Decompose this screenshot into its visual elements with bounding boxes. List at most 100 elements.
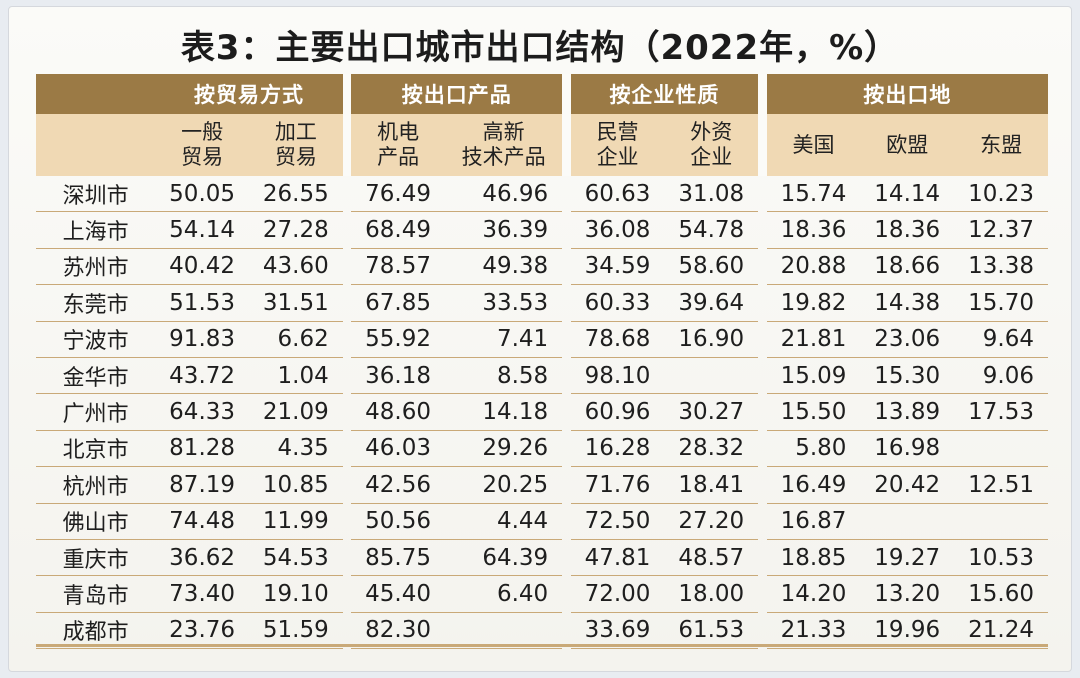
value-cell: 43.60 [249,249,343,286]
value-cell: 49.38 [445,249,563,286]
city-name: 深圳市 [36,176,156,213]
sub-header-general-trade: 一般 贸易 [155,114,250,176]
city-name: 佛山市 [36,504,156,540]
value-cell: 15.50 [766,394,861,431]
value-cell: 19.82 [766,285,861,322]
table-row: 东莞市 51.53 31.51 67.85 33.53 60.33 39.64 19.82 14… [36,285,1048,322]
value-cell: 81.28 [155,431,250,468]
value-cell: 6.40 [445,576,563,613]
value-cell: 67.85 [351,285,446,322]
value-cell: 11.99 [249,504,343,540]
value-cell: 4.44 [445,504,563,540]
value-cell: 16.87 [766,504,861,540]
value-cell [954,504,1048,540]
value-cell: 48.57 [664,540,759,577]
table-row: 佛山市 74.48 11.99 50.56 4.44 72.50 27.20 16.87 [36,504,1048,540]
value-cell: 20.42 [860,467,955,504]
city-name: 北京市 [36,431,156,468]
value-cell: 33.53 [445,285,563,322]
value-cell: 36.39 [445,212,563,249]
value-cell: 64.33 [155,394,250,431]
value-cell: 58.60 [664,249,759,286]
value-cell: 21.24 [954,613,1048,650]
sub-header-eu: 欧盟 [860,114,955,176]
value-cell: 18.36 [766,212,861,249]
value-cell: 16.49 [766,467,861,504]
value-cell: 13.20 [860,576,955,613]
value-cell: 13.89 [860,394,955,431]
sub-header-processing-trade: 加工 贸易 [249,114,343,176]
value-cell: 51.59 [249,613,343,650]
sub-header-usa: 美国 [766,114,861,176]
value-cell: 16.98 [860,431,955,468]
value-cell: 29.26 [445,431,563,468]
value-cell: 17.53 [954,394,1048,431]
value-cell: 74.48 [155,504,250,540]
group-header-destination: 按出口地 [766,74,1048,114]
sub-header-high-tech: 高新 技术产品 [445,114,563,176]
value-cell: 87.19 [155,467,250,504]
city-sub-header [36,114,156,176]
table-row: 重庆市 36.62 54.53 85.75 64.39 47.81 48.57 18.85 19… [36,540,1048,577]
value-cell: 18.36 [860,212,955,249]
table-row: 苏州市 40.42 43.60 78.57 49.38 34.59 58.60 20.88 18… [36,249,1048,286]
value-cell: 26.55 [249,176,343,213]
value-cell: 72.00 [570,576,665,613]
value-cell: 12.37 [954,212,1048,249]
value-cell: 51.53 [155,285,250,322]
value-cell: 14.38 [860,285,955,322]
city-name: 宁波市 [36,322,156,358]
table-title: 表3：主要出口城市出口结构（2022年，%） [180,28,900,68]
group-header-enterprise: 按企业性质 [570,74,759,114]
value-cell: 28.32 [664,431,759,468]
export-structure-table: 按贸易方式 按出口产品 按企业性质 按出口地 一般 贸易 加工 贸易 机电 产品… [36,74,1048,650]
value-cell: 30.27 [664,394,759,431]
value-cell: 73.40 [155,576,250,613]
value-cell: 5.80 [766,431,861,468]
value-cell: 46.96 [445,176,563,213]
value-cell: 16.28 [570,431,665,468]
table-row: 金华市 43.72 1.04 36.18 8.58 98.10 15.09 15.30 9.06 [36,358,1048,395]
value-cell: 36.18 [351,358,446,395]
value-cell: 23.06 [860,322,955,358]
value-cell: 14.20 [766,576,861,613]
value-cell: 4.35 [249,431,343,468]
value-cell: 9.64 [954,322,1048,358]
value-cell: 18.41 [664,467,759,504]
value-cell: 78.68 [570,322,665,358]
value-cell: 15.70 [954,285,1048,322]
value-cell: 46.03 [351,431,446,468]
value-cell: 54.53 [249,540,343,577]
value-cell: 60.33 [570,285,665,322]
table-row: 杭州市 87.19 10.85 42.56 20.25 71.76 18.41 16.49 20… [36,467,1048,504]
value-cell: 19.27 [860,540,955,577]
value-cell [445,613,563,650]
value-cell: 61.53 [664,613,759,650]
value-cell: 20.88 [766,249,861,286]
table-row: 广州市 64.33 21.09 48.60 14.18 60.96 30.27 15.50 13… [36,394,1048,431]
value-cell: 15.09 [766,358,861,395]
value-cell: 60.96 [570,394,665,431]
group-header-product: 按出口产品 [351,74,563,114]
city-name: 成都市 [36,613,156,650]
value-cell: 50.05 [155,176,250,213]
value-cell: 33.69 [570,613,665,650]
value-cell: 27.28 [249,212,343,249]
value-cell: 76.49 [351,176,446,213]
value-cell: 68.49 [351,212,446,249]
sub-header-row: 一般 贸易 加工 贸易 机电 产品 高新 技术产品 民营 企业 外资 企业 美国… [36,114,1048,176]
value-cell: 48.60 [351,394,446,431]
value-cell: 31.08 [664,176,759,213]
value-cell: 21.09 [249,394,343,431]
city-name: 上海市 [36,212,156,249]
value-cell: 18.85 [766,540,861,577]
value-cell: 72.50 [570,504,665,540]
value-cell: 40.42 [155,249,250,286]
value-cell: 12.51 [954,467,1048,504]
sub-header-private: 民营 企业 [570,114,665,176]
value-cell: 78.57 [351,249,446,286]
sub-header-foreign: 外资 企业 [664,114,759,176]
value-cell: 10.53 [954,540,1048,577]
city-name: 金华市 [36,358,156,395]
value-cell: 27.20 [664,504,759,540]
